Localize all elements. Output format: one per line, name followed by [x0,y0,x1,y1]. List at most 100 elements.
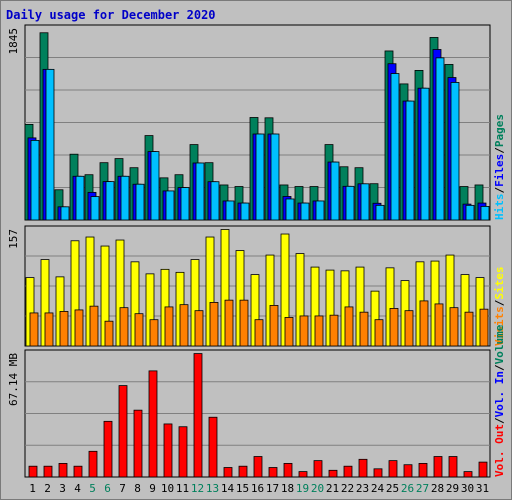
volume-bar [388,460,398,478]
chart-panels: 1845 157 67.14 MB [7,24,491,478]
pages-bar [90,196,100,221]
sites-bar [344,306,354,347]
volume-bar [373,468,383,478]
pages-bar [360,183,370,221]
legend-hits: Hits [493,194,506,221]
x-tick-label: 22 [341,482,354,495]
legend-sites: Sites [493,267,506,300]
legend-separator: / [493,417,506,424]
pages-bar [450,82,460,221]
legend-separator: / [493,364,506,371]
pages-bar [315,200,325,221]
pages-bar [135,183,145,221]
sites-bar [224,299,234,347]
x-tick-label: 16 [251,482,264,495]
x-tick-label: 1 [29,482,36,495]
pages-bar [390,73,400,221]
pages-bar [45,68,55,221]
volume-bar [43,465,53,478]
x-tick-label: 25 [386,482,399,495]
pages-bar [345,185,355,221]
sites-bar [194,310,204,347]
pages-bar [60,206,70,221]
pages-bar [75,175,85,221]
pages-bar [195,162,205,221]
volume-bar [208,416,218,478]
legend-separator: / [493,299,506,306]
sites-bar [254,319,264,347]
sites-bar [404,310,414,347]
volume-bar [88,450,98,478]
x-tick-label: 6 [104,482,111,495]
sites-bar [59,311,69,347]
volume-bar [133,409,143,478]
x-tick-label: 8 [134,482,141,495]
sites-bar [104,320,114,347]
pages-bar [435,57,445,221]
legend-volume: Vol. Out/Vol. In/Volume [493,324,506,477]
y-scale-label: 157 [7,229,20,249]
sites-bar [479,308,489,347]
sites-bar [374,319,384,347]
x-tick-label: 3 [59,482,66,495]
chart-title: Daily usage for December 2020 [6,8,216,22]
x-tick-label: 15 [236,482,249,495]
x-tick-label: 7 [119,482,126,495]
x-tick-label: 2 [44,482,51,495]
panel-volume: 67.14 MB [7,349,491,478]
sites-bar [179,304,189,347]
sites-bar [29,312,39,347]
y-scale-label: 67.14 MB [7,353,20,406]
volume-bar [58,463,68,478]
pages-bar [405,100,415,221]
sites-bar [299,315,309,347]
sites-bar [269,305,279,347]
volume-bar [343,465,353,478]
x-tick-label: 26 [401,482,414,495]
x-tick-label: 20 [311,482,324,495]
volume-bar [253,456,263,478]
legend-text: Visits/Sites [493,267,506,347]
legend-files: Files [493,154,506,187]
volume-bar [73,465,83,478]
volume-bar [313,460,323,478]
x-tick-label: 28 [431,482,444,495]
x-tick-label: 29 [446,482,459,495]
volume-bar [403,464,413,478]
x-tick-label: 13 [206,482,219,495]
pages-bar [225,200,235,221]
x-tick-label: 21 [326,482,339,495]
volume-bar [238,465,248,478]
sites-bar [74,309,84,347]
x-tick-label: 30 [461,482,474,495]
pages-bar [285,198,295,221]
x-tick-label: 17 [266,482,279,495]
legend-vol-out: Vol. Out [493,424,506,477]
pages-bar [330,161,340,221]
x-tick-label: 31 [476,482,489,495]
pages-bar [465,204,475,221]
sites-bar [89,305,99,347]
volume-bar [28,465,38,478]
sites-bar [389,308,399,347]
sites-bar [209,302,219,347]
x-tick-label: 23 [356,482,369,495]
volume-bar [223,467,233,478]
pages-bar [120,175,130,221]
pages-bar [480,206,490,221]
legend-pages: Pages [493,114,506,147]
sites-bar [239,299,249,347]
sites-bar [449,307,459,347]
volume-bar [163,423,173,478]
sites-bar [134,313,144,347]
sites-bar [164,306,174,347]
sites-bar [119,307,129,347]
volume-bar [463,471,473,478]
panel-visits-sites: 157 [7,225,491,347]
volume-bar [283,463,293,478]
x-tick-label: 12 [191,482,204,495]
pages-bar [420,87,430,221]
panel-hits-files-pages: 1845 [7,24,491,221]
